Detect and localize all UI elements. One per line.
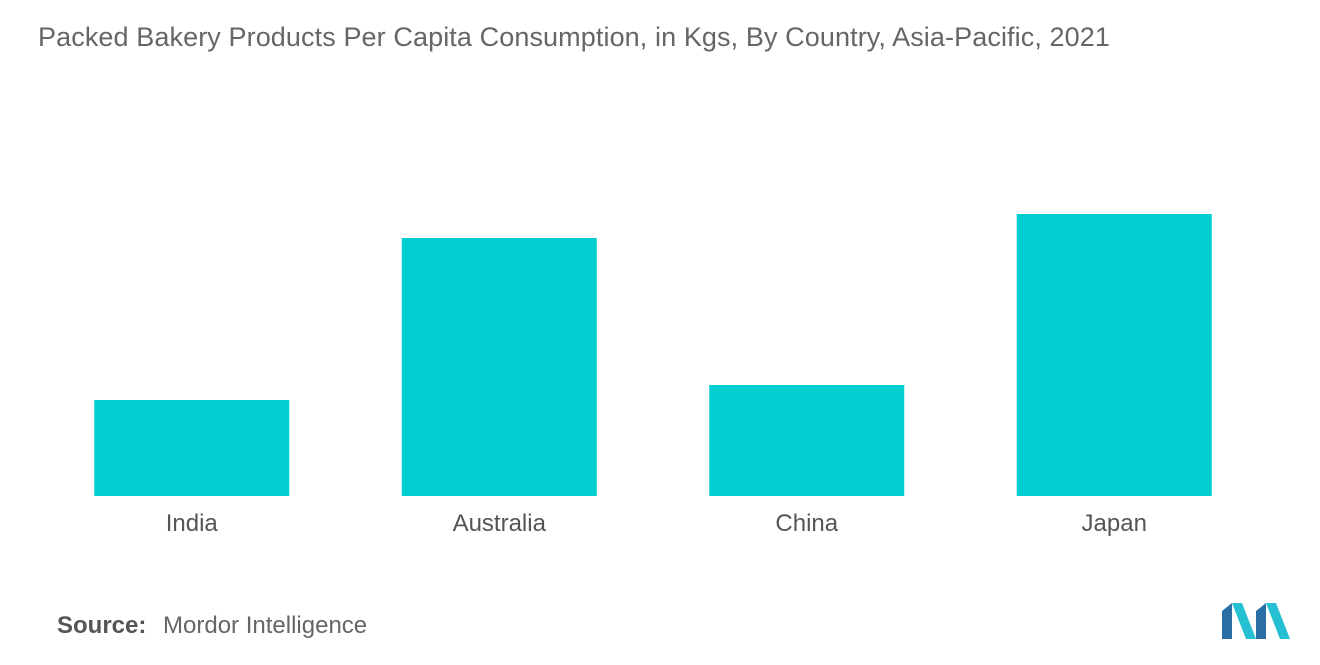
- mordor-intelligence-logo-icon: [1222, 603, 1290, 639]
- source-label: Source:: [57, 612, 147, 639]
- bar-australia: [401, 238, 597, 496]
- x-tick-label-japan: Japan: [1082, 510, 1147, 537]
- source-note: Source: Mordor Intelligence: [57, 612, 367, 640]
- bar-china: [709, 385, 905, 496]
- bar-chart: India Australia China Japan: [94, 214, 1212, 537]
- x-tick-label-china: China: [775, 510, 838, 537]
- chart-title: Packed Bakery Products Per Capita Consum…: [38, 22, 1111, 52]
- bar-japan: [1016, 214, 1212, 496]
- bar-india: [94, 400, 290, 496]
- x-tick-label-australia: Australia: [453, 510, 547, 537]
- x-tick-label-india: India: [166, 510, 219, 537]
- source-value: Mordor Intelligence: [163, 612, 368, 639]
